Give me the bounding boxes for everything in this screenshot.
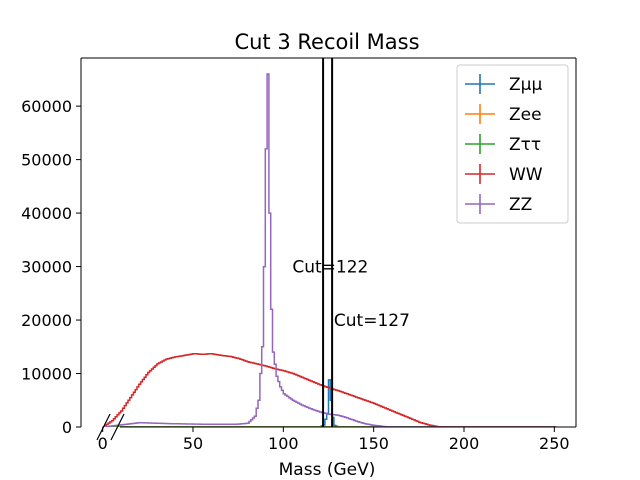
legend: Zμμ Zee Zττ WW ZZ bbox=[456, 64, 569, 224]
cut-label-122: Cut=122 bbox=[292, 258, 368, 278]
y-tick-label-20000: 20000 bbox=[21, 311, 72, 330]
series-ww bbox=[102, 352, 557, 427]
y-tick-label-60000: 60000 bbox=[21, 97, 72, 116]
legend-label-zz: ZZ bbox=[509, 195, 532, 215]
cut-lines: Cut=122 Cut=127 bbox=[292, 58, 410, 427]
y-tick-label-0: 0 bbox=[62, 418, 72, 437]
ticks: 0 50 100 150 200 250 0 10000 20000 30000 40000 5000… bbox=[21, 97, 570, 453]
y-tick-label-30000: 30000 bbox=[21, 258, 72, 277]
series-layer bbox=[102, 73, 557, 427]
x-tick-label-200: 200 bbox=[449, 434, 480, 453]
series-zz bbox=[102, 73, 557, 427]
legend-label-ww: WW bbox=[509, 165, 543, 185]
y-tick-label-10000: 10000 bbox=[21, 365, 72, 384]
axis-break-mark-1 bbox=[96, 413, 111, 441]
axis-break-mark-2 bbox=[110, 413, 125, 441]
cut-label-127: Cut=127 bbox=[334, 311, 410, 331]
x-tick-label-100: 100 bbox=[268, 434, 299, 453]
legend-label-zee: Zee bbox=[509, 105, 542, 125]
legend-label-z-: Zμμ bbox=[509, 75, 542, 95]
series-z- bbox=[102, 379, 557, 427]
legend-label-z-: Zττ bbox=[509, 135, 541, 155]
x-axis-label: Mass (GeV) bbox=[279, 460, 376, 480]
y-tick-label-40000: 40000 bbox=[21, 204, 72, 223]
x-tick-label-150: 150 bbox=[358, 434, 389, 453]
axes bbox=[80, 57, 577, 441]
legend-box bbox=[456, 64, 569, 224]
x-tick-label-250: 250 bbox=[539, 434, 570, 453]
y-tick-label-50000: 50000 bbox=[21, 151, 72, 170]
x-tick-label-0: 0 bbox=[98, 434, 108, 453]
x-tick-label-50: 50 bbox=[183, 434, 203, 453]
chart-title: Cut 3 Recoil Mass bbox=[234, 30, 419, 54]
